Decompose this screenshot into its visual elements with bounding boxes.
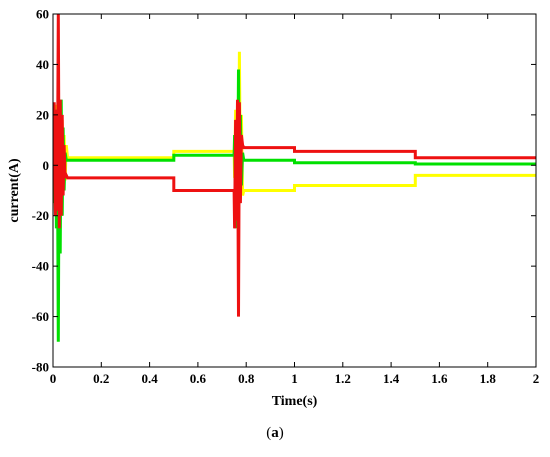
y-tick-label: 40 (36, 57, 49, 72)
y-tick-label: -60 (32, 309, 49, 324)
x-tick-label: 0.6 (190, 371, 207, 386)
caption-letter: a (271, 425, 279, 441)
x-axis-label: Time(s) (272, 394, 318, 409)
caption-open: ( (266, 425, 272, 441)
series-line-1 (53, 51, 536, 221)
series-line-2 (53, 69, 536, 342)
figure-caption: (a) (0, 425, 550, 442)
x-tick-label: 1 (291, 371, 298, 386)
current-chart: 0 0.2 0.4 0.6 0.8 1 1.2 1.4 1.6 1.8 2 -80 -60 -40 -20 0… (7, 7, 540, 410)
x-tick-label: 1.6 (431, 371, 448, 386)
tick-layer: 0 0.2 0.4 0.6 0.8 1 1.2 1.4 1.6 1.8 2 -80 -60 -40 -20 0… (32, 7, 540, 387)
y-tick-label: -80 (32, 360, 49, 375)
x-tick-label: 1.2 (335, 371, 351, 386)
x-tick-label: 1.8 (480, 371, 497, 386)
series-layer (53, 14, 536, 342)
y-tick-label: -40 (32, 259, 49, 274)
y-tick-label: 20 (36, 107, 49, 122)
caption-close: ) (278, 425, 284, 441)
y-tick-label: 60 (36, 7, 49, 22)
y-axis-label: current(A) (7, 158, 22, 223)
x-tick-label: 0.4 (141, 371, 158, 386)
x-tick-label: 2 (533, 371, 540, 386)
y-tick-label: 0 (43, 158, 50, 173)
x-tick-label: 0 (50, 371, 57, 386)
x-tick-label: 1.4 (383, 371, 400, 386)
series-line-3 (53, 14, 536, 317)
x-tick-label: 0.2 (93, 371, 109, 386)
x-tick-label: 0.8 (238, 371, 255, 386)
y-tick-label: -20 (32, 208, 49, 223)
